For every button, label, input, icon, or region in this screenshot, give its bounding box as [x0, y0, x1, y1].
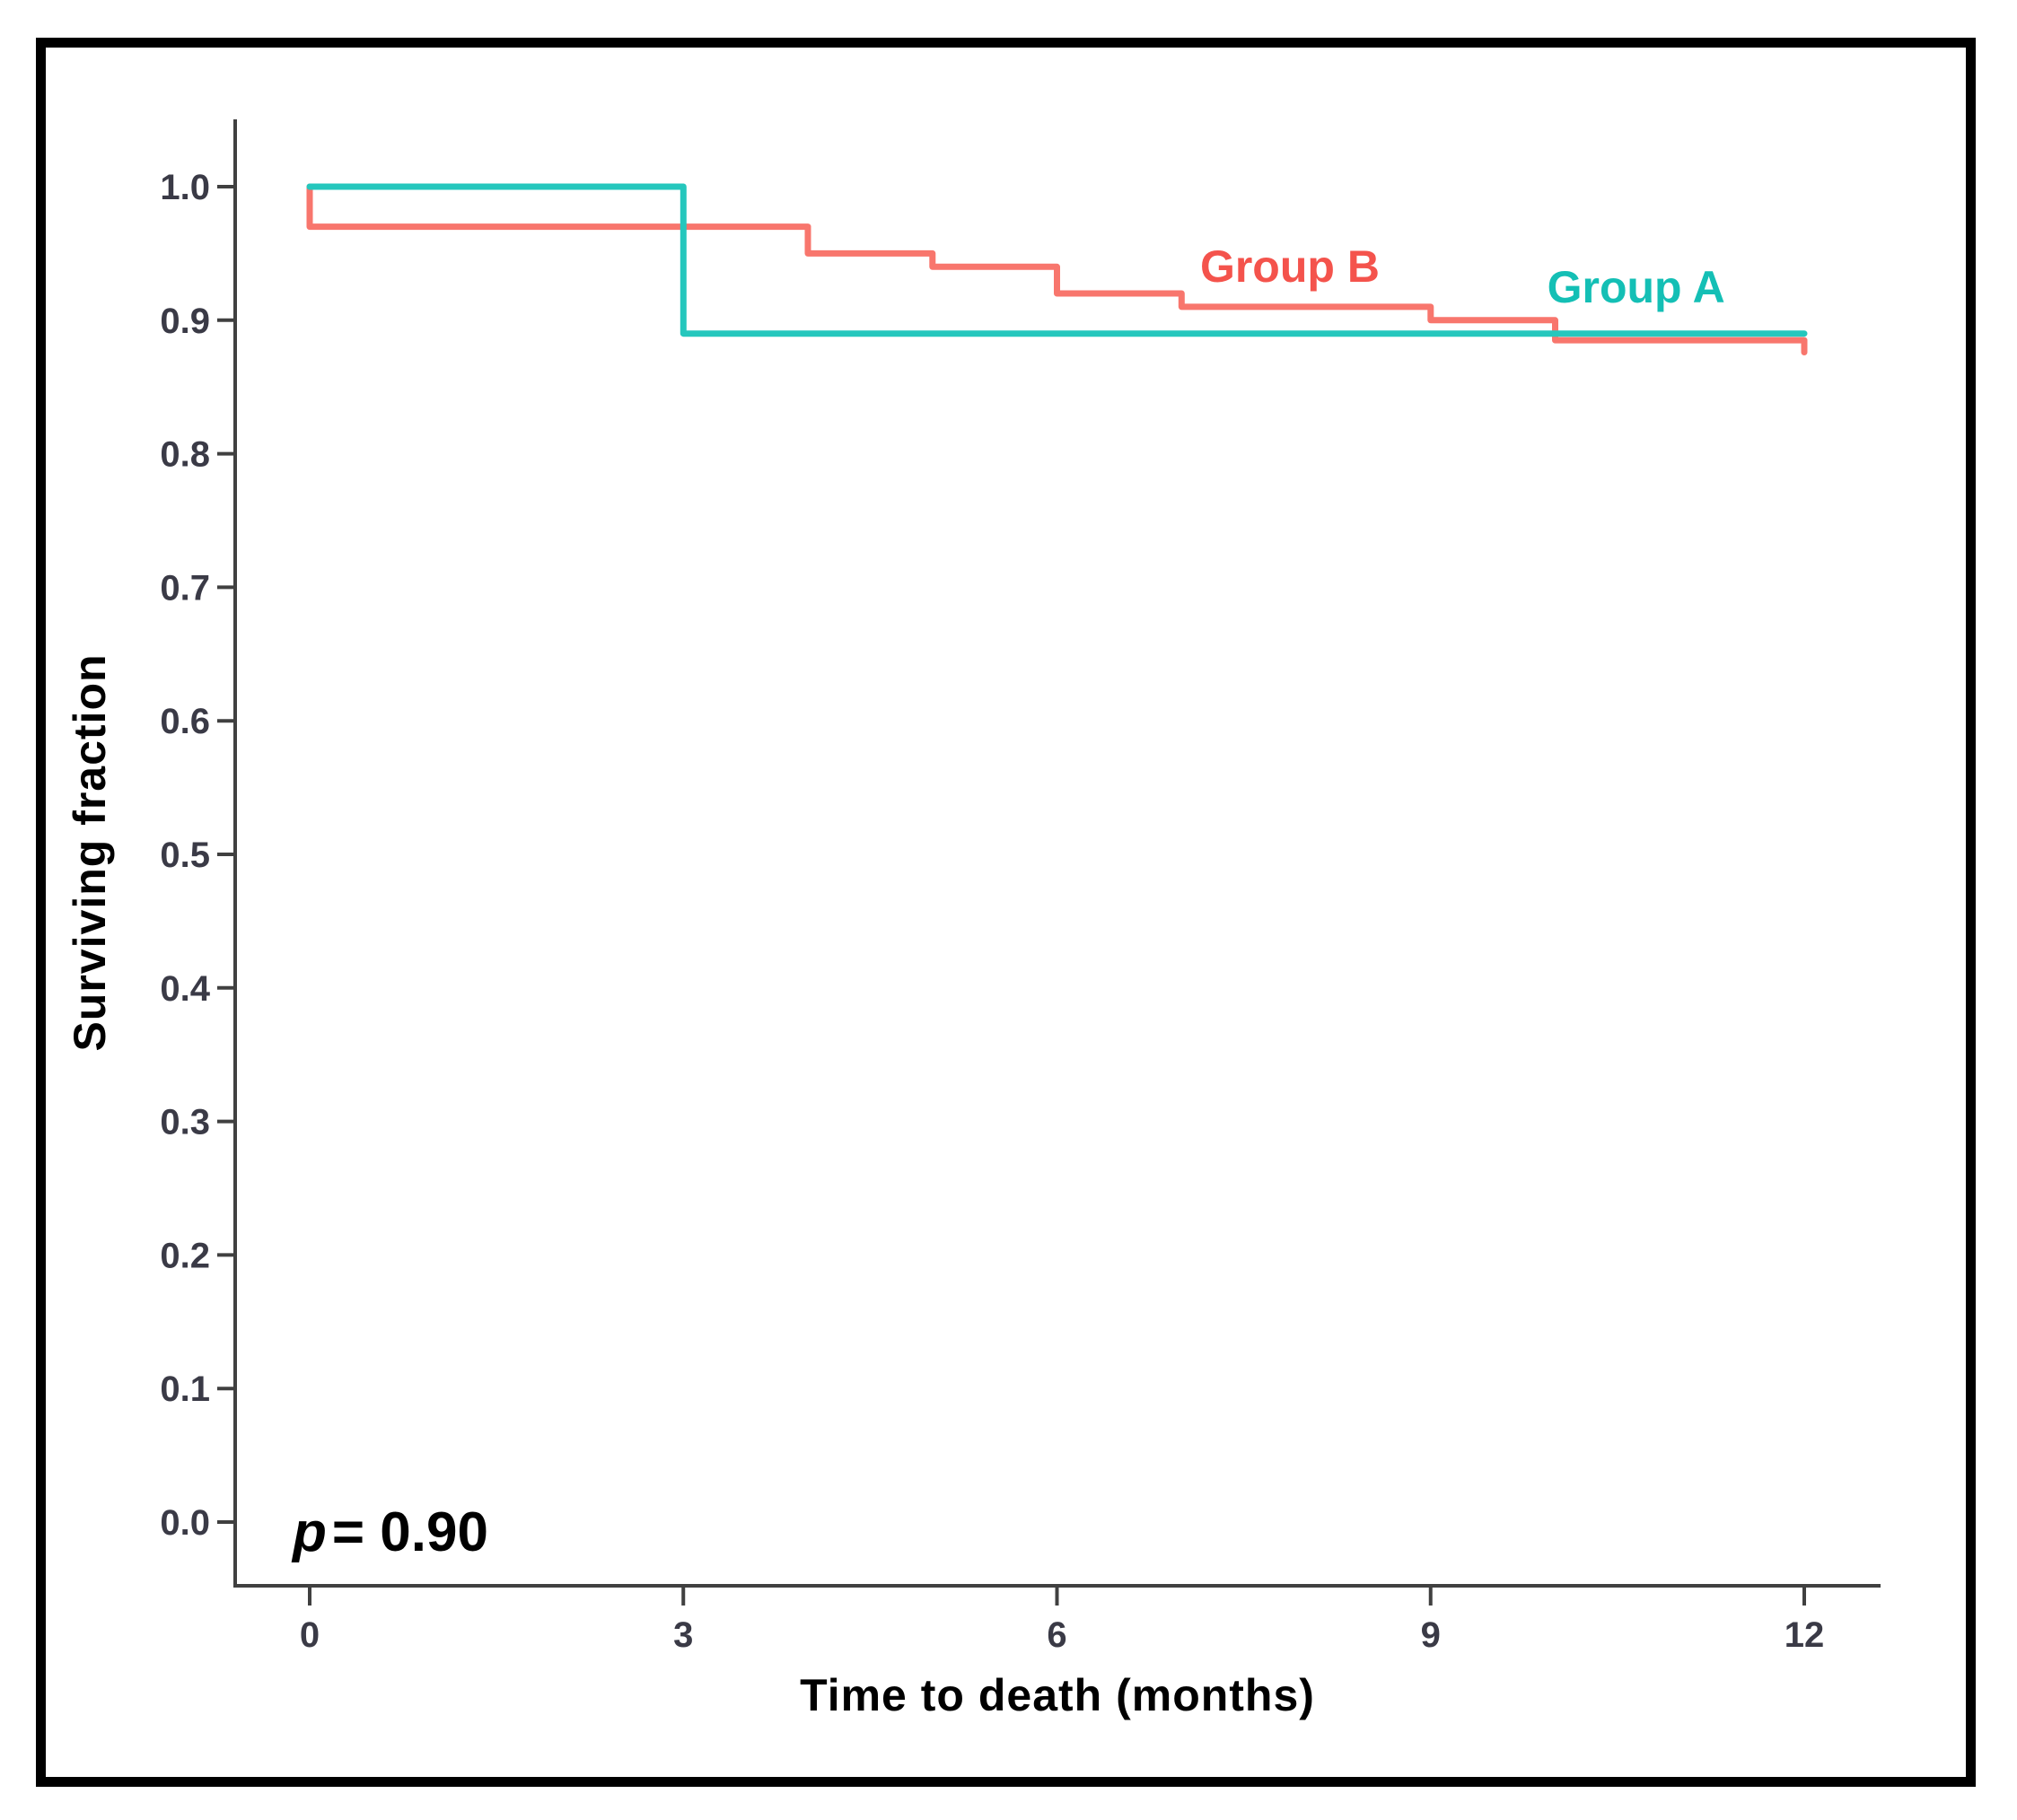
- y-tick-label: 0.1: [160, 1369, 210, 1409]
- y-tick-label: 1.0: [160, 168, 210, 207]
- y-tick-label: 0.9: [160, 302, 210, 341]
- p-symbol: p: [293, 1501, 327, 1563]
- x-tick-label: 9: [1421, 1615, 1441, 1655]
- x-tick-label: 12: [1785, 1615, 1825, 1655]
- x-tick-label: 6: [1047, 1615, 1066, 1655]
- legend-label-group-b: Group B: [1199, 241, 1380, 293]
- x-axis-title: Time to death (months): [800, 1670, 1315, 1720]
- y-tick-label: 0.3: [160, 1103, 210, 1142]
- y-tick-label: 0.4: [160, 969, 210, 1009]
- figure-border: [36, 38, 1976, 1787]
- y-tick-label: 0.0: [160, 1503, 210, 1543]
- survival-curve-group-a: [306, 183, 1808, 337]
- legend-label-group-a: Group A: [1547, 261, 1725, 312]
- x-tick-label: 3: [673, 1615, 693, 1655]
- x-tick-label: 0: [300, 1615, 320, 1655]
- y-tick-label: 0.2: [160, 1236, 210, 1275]
- p-value-text: = 0.90: [331, 1501, 488, 1563]
- survival-curve-group-b: [306, 183, 1808, 355]
- p-value-annotation: p= 0.90: [293, 1501, 488, 1564]
- y-axis-title: Surviving fraction: [65, 653, 115, 1052]
- y-tick-label: 0.7: [160, 568, 210, 608]
- y-tick-label: 0.8: [160, 435, 210, 475]
- y-tick-label: 0.6: [160, 702, 210, 741]
- y-tick-label: 0.5: [160, 836, 210, 875]
